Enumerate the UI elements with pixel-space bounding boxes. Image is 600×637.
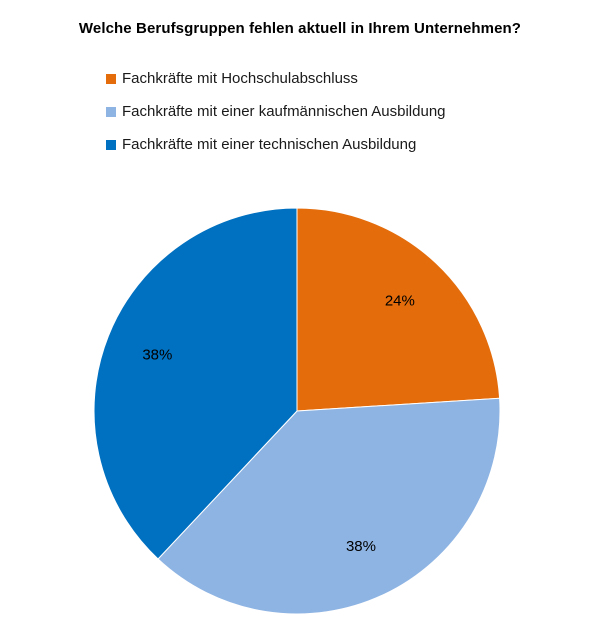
pie-slices: [93, 207, 501, 615]
legend-item-kaufmaennisch: Fachkräfte mit einer kaufmännischen Ausb…: [106, 95, 446, 128]
pie-data-labels: 24% 38% 38%: [142, 292, 415, 554]
legend-label-hochschule: Fachkräfte mit Hochschulabschluss: [122, 70, 358, 87]
data-label-hochschule: 24%: [385, 292, 415, 309]
chart-title: Welche Berufsgruppen fehlen aktuell in I…: [78, 20, 522, 37]
pie-slice-hochschule: [296, 207, 501, 412]
legend-label-technisch: Fachkräfte mit einer technischen Ausbild…: [122, 136, 417, 153]
data-label-kaufmaennisch: 38%: [346, 538, 376, 555]
legend-label-kaufmaennisch: Fachkräfte mit einer kaufmännischen Ausb…: [122, 103, 446, 120]
pie-slice-technisch: [93, 207, 298, 560]
pie-slice-kaufmaennisch: [157, 397, 501, 615]
legend: Fachkräfte mit Hochschulabschluss Fachkr…: [106, 62, 446, 161]
legend-item-hochschule: Fachkräfte mit Hochschulabschluss: [106, 62, 446, 95]
legend-swatch-technisch: [106, 139, 116, 150]
legend-swatch-hochschule: [106, 73, 116, 84]
legend-item-technisch: Fachkräfte mit einer technischen Ausbild…: [106, 128, 446, 161]
data-label-technisch: 38%: [142, 347, 172, 364]
legend-swatch-kaufmaennisch: [106, 106, 116, 117]
